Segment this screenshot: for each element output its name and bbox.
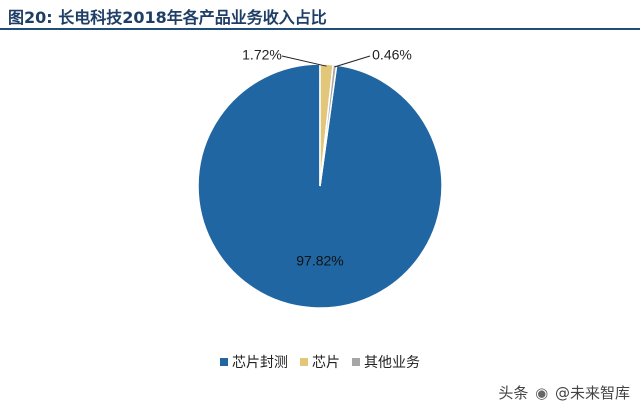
legend-label: 芯片 xyxy=(312,355,340,371)
watermark: 头条 ◉ @未来智库 xyxy=(498,382,630,403)
legend-swatch xyxy=(352,358,360,366)
legend-swatch xyxy=(220,358,228,366)
leader-line-2 xyxy=(281,55,327,67)
legend-item-3: 其他业务 xyxy=(352,352,420,372)
pie-chart: 97.82% 1.72% 0.46% xyxy=(197,47,443,309)
figure-header: 图20: 长电科技2018年各产品业务收入占比 xyxy=(0,0,640,30)
pie-slice-3 xyxy=(319,63,338,187)
figure-title: 图20: 长电科技2018年各产品业务收入占比 xyxy=(8,4,327,28)
legend-item-2: 芯片 xyxy=(300,352,340,372)
legend-swatch xyxy=(300,358,308,366)
watermark-handle: @未来智库 xyxy=(554,384,630,402)
legend-label: 其他业务 xyxy=(364,355,420,371)
figure-label: 图20: xyxy=(8,8,53,27)
wechat-icon: ◉ xyxy=(535,384,549,402)
data-label-1: 97.82% xyxy=(296,253,343,269)
data-label-2: 1.72% xyxy=(242,47,282,63)
legend-item-1: 芯片封测 xyxy=(220,352,288,372)
leader-line-3 xyxy=(334,55,371,68)
chart-title: 长电科技2018年各产品业务收入占比 xyxy=(58,8,327,27)
legend-label: 芯片封测 xyxy=(232,355,288,371)
data-label-3: 0.46% xyxy=(372,47,412,63)
chart-legend: 芯片封测 芯片 其他业务 xyxy=(0,352,640,372)
watermark-prefix: 头条 xyxy=(498,384,529,402)
